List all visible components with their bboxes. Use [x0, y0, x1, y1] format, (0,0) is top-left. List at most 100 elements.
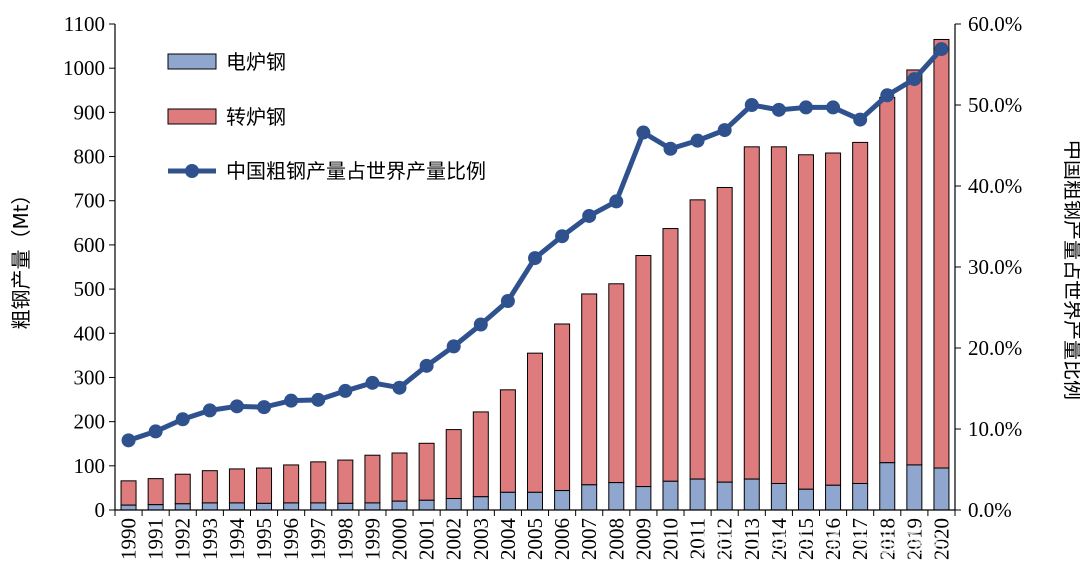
bar-bof-2020 [933, 38, 950, 469]
right-tick-label: 10.0% [968, 417, 1022, 441]
left-tick-label: 600 [74, 233, 106, 257]
x-tick-label: 2009 [631, 518, 655, 560]
bar-bof-2004 [499, 389, 516, 493]
share-point-1995 [257, 400, 272, 415]
x-tick-label: 2004 [496, 518, 520, 561]
bar-eaf-2006 [554, 490, 571, 511]
x-tick-label: 2003 [469, 518, 493, 560]
share-line-group [121, 42, 949, 448]
x-tick-label: 2017 [848, 518, 872, 560]
bar-bof-2017 [852, 141, 869, 484]
bar-eaf-1996 [283, 502, 300, 511]
left-tick-label: 700 [74, 189, 106, 213]
bar-eaf-2004 [499, 491, 516, 511]
bar-eaf-1999 [364, 502, 381, 511]
share-point-2002 [446, 339, 461, 354]
share-point-2004 [500, 294, 515, 309]
bar-bof-1999 [364, 454, 381, 504]
bar-eaf-1992 [174, 503, 191, 511]
x-tick-label: 2011 [686, 518, 710, 559]
x-tick-label: 2013 [740, 518, 764, 560]
share-point-1990 [121, 433, 136, 448]
left-tick-label: 500 [74, 277, 106, 301]
share-point-1998 [338, 383, 353, 398]
x-tick-label: 2014 [767, 518, 791, 561]
share-point-2018 [880, 88, 895, 103]
bar-eaf-1995 [256, 502, 273, 511]
bar-eaf-2017 [852, 482, 869, 511]
bar-bof-2005 [527, 352, 543, 493]
bar-eaf-2009 [635, 486, 652, 511]
bar-bof-2003 [472, 411, 489, 498]
left-tick-label: 300 [74, 365, 106, 389]
left-axis-label: 粗钢产量（Mt） [9, 184, 33, 329]
x-tick-label: 1999 [360, 518, 384, 560]
share-point-1991 [148, 424, 163, 439]
share-point-2001 [419, 358, 434, 373]
x-tick-label: 1990 [117, 518, 141, 560]
share-point-2015 [798, 100, 813, 115]
bar-eaf-1990 [120, 504, 137, 511]
legend-label-bof: 转炉钢 [226, 105, 286, 129]
bar-bof-2006 [554, 323, 571, 492]
left-tick-label: 200 [74, 410, 106, 434]
x-tick-label: 2019 [902, 518, 926, 560]
x-tick-label: 2012 [713, 518, 737, 560]
bar-bof-1996 [283, 464, 300, 504]
x-tick-label: 1994 [225, 518, 249, 561]
x-tick-label: 2010 [658, 518, 682, 560]
bar-bof-2019 [906, 69, 923, 466]
bar-eaf-2014 [770, 482, 787, 511]
share-point-2020 [934, 42, 949, 57]
left-tick-label: 900 [74, 100, 106, 124]
left-tick-label: 100 [74, 454, 106, 478]
left-tick-label: 400 [74, 321, 106, 345]
bar-eaf-2018 [879, 462, 896, 511]
bar-eaf-2002 [445, 498, 462, 511]
share-point-2010 [663, 141, 678, 156]
share-point-2000 [392, 380, 407, 395]
share-point-1996 [284, 393, 299, 408]
bar-bof-2009 [635, 255, 652, 488]
bar-eaf-2001 [418, 499, 435, 511]
bars-group [120, 38, 950, 511]
bar-bof-2018 [879, 96, 896, 464]
left-tick-label: 1000 [63, 56, 105, 80]
bar-eaf-1994 [228, 502, 245, 511]
bar-bof-2001 [418, 442, 435, 501]
bar-eaf-2008 [608, 482, 625, 511]
x-tick-label: 1993 [198, 518, 222, 560]
x-tick-label: 2016 [821, 518, 845, 560]
bar-bof-2012 [716, 186, 733, 483]
bar-eaf-2016 [825, 484, 842, 511]
share-point-2008 [609, 194, 624, 209]
x-tick-label: 1995 [252, 518, 276, 560]
bar-bof-2013 [743, 146, 760, 480]
x-tick-label: 2000 [388, 518, 412, 560]
x-tick-label: 2002 [442, 518, 466, 560]
share-point-1997 [311, 392, 326, 407]
share-point-2003 [473, 317, 488, 332]
share-point-1994 [229, 399, 244, 414]
legend-label-eaf: 电炉钢 [226, 50, 286, 74]
bar-eaf-2013 [743, 478, 760, 511]
share-point-2017 [853, 112, 868, 127]
bar-bof-2016 [825, 152, 842, 486]
x-tick-label: 2001 [415, 518, 439, 560]
bar-bof-1995 [256, 467, 273, 504]
bar-eaf-2012 [716, 481, 733, 511]
left-tick-label: 1100 [64, 12, 105, 36]
right-tick-label: 30.0% [968, 255, 1022, 279]
left-tick-label: 0 [95, 498, 106, 522]
watermark: 知乎 @碳中和专业委员会 [700, 530, 972, 558]
share-point-1999 [365, 375, 380, 390]
share-point-2006 [555, 229, 570, 244]
right-tick-label: 20.0% [968, 336, 1022, 360]
bar-bof-2011 [689, 199, 706, 480]
bar-bof-1993 [201, 470, 218, 504]
right-axis-ticks: 0.0% 10.0% 20.0% 30.0% 40.0% 50.0% 60.0% [955, 12, 1022, 522]
share-point-2013 [744, 98, 759, 112]
share-point-2011 [690, 133, 705, 148]
bar-bof-2015 [797, 154, 814, 490]
